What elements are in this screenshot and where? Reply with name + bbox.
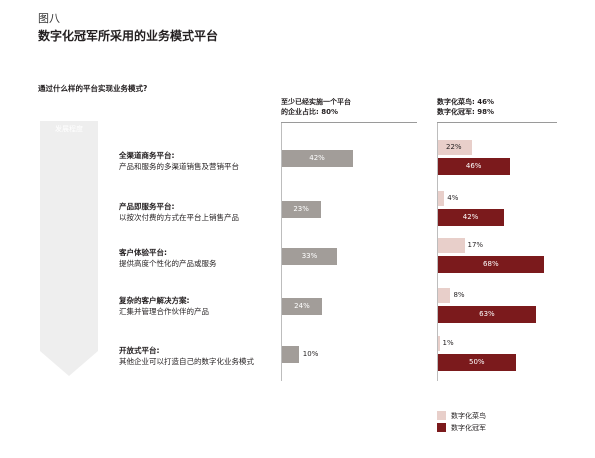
platform-name: 开放式平台: bbox=[119, 346, 160, 355]
share-column-rule bbox=[281, 122, 417, 123]
novice-bar bbox=[438, 288, 451, 303]
champion-bar-label: 68% bbox=[483, 260, 499, 268]
platform-description: 以按次付费的方式在平台上销售产品 bbox=[119, 213, 239, 222]
comparison-column-rule bbox=[437, 122, 557, 123]
champion-bar-label: 46% bbox=[465, 162, 482, 170]
platform-name: 产品即服务平台: bbox=[119, 202, 175, 211]
champion-bar bbox=[438, 354, 516, 371]
champion-bar-label: 63% bbox=[479, 310, 495, 318]
novice-bar bbox=[438, 191, 445, 206]
platform-description: 产品和服务的多渠道销售及营销平台 bbox=[119, 162, 239, 171]
champion-bar bbox=[438, 306, 537, 323]
comparison-axis-line bbox=[437, 123, 438, 381]
legend-label-novice: 数字化菜鸟 bbox=[451, 412, 486, 420]
comparison-header-line-2: 数字化冠军: 98% bbox=[437, 108, 494, 116]
champion-bar-label: 50% bbox=[469, 358, 485, 366]
share-axis-line bbox=[281, 123, 282, 381]
comparison-column-header: 数字化菜鸟: 46% 数字化冠军: 98% bbox=[437, 97, 494, 117]
novice-bar-label: 4% bbox=[447, 194, 459, 202]
figure-title: 数字化冠军所采用的业务模式平台 bbox=[38, 29, 219, 43]
champion-bar bbox=[438, 158, 510, 175]
legend-swatch-champion bbox=[437, 423, 446, 432]
platform-name: 全渠道商务平台: bbox=[119, 151, 175, 160]
novice-bar-label: 1% bbox=[442, 339, 454, 347]
novice-bar bbox=[438, 140, 473, 155]
share-bar-label: 33% bbox=[301, 252, 318, 260]
platform-name: 客户体验平台: bbox=[119, 248, 167, 257]
share-bar-label: 24% bbox=[294, 302, 310, 310]
figure-label: 图八 bbox=[38, 12, 60, 25]
novice-bar-label: 17% bbox=[467, 241, 484, 249]
development-arrow bbox=[40, 121, 98, 376]
share-bar bbox=[282, 298, 323, 315]
champion-bar-label: 42% bbox=[462, 213, 479, 221]
platform-description: 汇集并管理合作伙伴的产品 bbox=[119, 307, 209, 316]
share-bar bbox=[282, 346, 299, 363]
share-bar-label: 10% bbox=[302, 350, 319, 358]
chart-question: 通过什么样的平台实现业务模式? bbox=[38, 84, 148, 93]
platform-description: 其他企业可以打造自己的数字化业务模式 bbox=[119, 357, 254, 366]
share-bar bbox=[282, 248, 338, 265]
champion-bar bbox=[438, 256, 545, 273]
development-arrow-shape bbox=[40, 121, 98, 376]
comparison-header-line-1: 数字化菜鸟: 46% bbox=[437, 98, 494, 106]
development-arrow-label: 发展程度 bbox=[55, 125, 83, 133]
platform-description: 提供高度个性化的产品或服务 bbox=[119, 259, 217, 268]
share-column-header: 至少已经实施一个平台 的企业占比: 80% bbox=[281, 97, 351, 117]
legend-label-champion: 数字化冠军 bbox=[451, 424, 486, 432]
platform-name: 复杂的客户解决方案: bbox=[119, 296, 190, 305]
champion-bar bbox=[438, 209, 504, 226]
novice-bar-label: 8% bbox=[453, 291, 465, 299]
share-bar-label: 42% bbox=[309, 154, 325, 162]
share-header-line-2: 的企业占比: 80% bbox=[281, 108, 338, 116]
novice-bar bbox=[438, 336, 440, 351]
share-bar bbox=[282, 201, 321, 218]
legend-swatch-novice bbox=[437, 411, 446, 420]
novice-bar-label: 22% bbox=[446, 143, 462, 151]
share-bar-label: 23% bbox=[293, 205, 309, 213]
share-header-line-1: 至少已经实施一个平台 bbox=[281, 98, 351, 106]
novice-bar bbox=[438, 238, 465, 253]
share-bar bbox=[282, 150, 353, 167]
